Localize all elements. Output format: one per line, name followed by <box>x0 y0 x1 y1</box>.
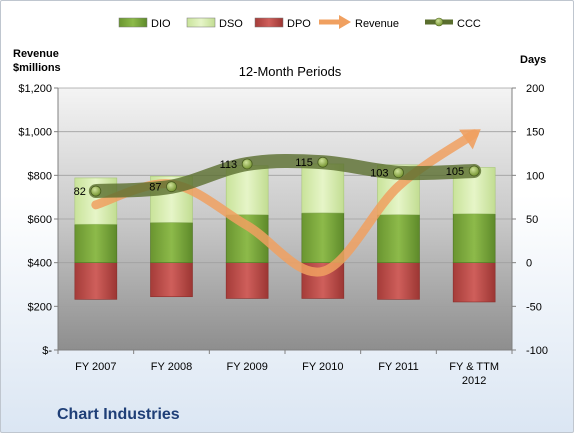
ccc-marker <box>166 181 177 193</box>
left-tick-label: $- <box>42 345 52 357</box>
legend-arrowhead-revenue <box>339 15 351 29</box>
x-tick-label: FY & TTM 2012 <box>449 361 499 387</box>
x-tick-label: FY 2010 <box>302 361 343 373</box>
revenue-arrowhead <box>459 129 481 150</box>
legend-label-dso: DSO <box>219 18 243 30</box>
right-tick-label: 0 <box>526 258 532 270</box>
ccc-marker <box>90 185 102 197</box>
right-tick-label: -100 <box>526 345 548 357</box>
ccc-data-label: 82 <box>74 186 86 198</box>
legend-swatch-dio <box>118 17 148 28</box>
ccc-marker <box>393 167 404 179</box>
dpo-bar <box>150 262 193 298</box>
chart-labels: 12-Month Periods Revenue $millions Days <box>13 48 546 79</box>
ccc-marker <box>468 165 480 177</box>
left-tick-label: $1,000 <box>18 127 52 139</box>
right-tick-label: 150 <box>526 127 544 139</box>
right-tick-label: 200 <box>526 83 544 95</box>
left-tick-label: $800 <box>28 170 52 182</box>
x-tick-label: FY 2008 <box>151 361 192 373</box>
company-name: Chart Industries <box>57 406 180 423</box>
ccc-series: 82 87 113 115 103 105 <box>74 154 482 199</box>
x-tick-label: FY 2007 <box>75 361 116 373</box>
ccc-data-label: 103 <box>370 168 388 180</box>
dpo-bar <box>452 262 496 303</box>
legend-label-dio: DIO <box>151 18 171 30</box>
left-tick-label: $600 <box>28 214 52 226</box>
left-tick-label: $200 <box>28 301 52 313</box>
right-axis-title: Days <box>520 54 546 66</box>
legend-marker-ccc <box>434 17 444 27</box>
dio-bar <box>150 222 193 263</box>
dso-bar <box>301 163 345 214</box>
chart-title: 12-Month Periods <box>239 64 342 79</box>
x-tick-label: FY 2009 <box>226 361 267 373</box>
ccc-marker <box>241 158 253 170</box>
ccc-data-label: 105 <box>446 166 464 178</box>
axes: $- $200 $400 $600 $800 $1,000 $1,200 -100 -50 0 50… <box>18 83 548 387</box>
right-tick-label: 50 <box>526 214 538 226</box>
x-tick-label: FY 2011 <box>378 361 419 373</box>
left-axis-title: Revenue $millions <box>13 48 61 74</box>
legend: DIO DSO DPO Revenue CCC <box>118 15 481 30</box>
dpo-bar <box>74 262 118 300</box>
dio-bar <box>74 223 118 263</box>
right-tick-label: -50 <box>526 301 542 313</box>
left-tick-label: $1,200 <box>18 83 52 95</box>
legend-label-dpo: DPO <box>287 18 311 30</box>
dpo-bar <box>377 262 420 300</box>
left-tick-label: $400 <box>28 258 52 270</box>
dpo-bar <box>225 262 269 299</box>
right-tick-label: 100 <box>526 170 544 182</box>
legend-swatch-dpo <box>254 17 284 28</box>
dio-bar <box>377 214 420 263</box>
legend-label-revenue: Revenue <box>355 18 399 30</box>
ccc-marker <box>317 156 329 168</box>
dio-bar <box>301 212 345 263</box>
ccc-data-label: 113 <box>220 159 238 171</box>
legend-label-ccc: CCC <box>457 18 481 30</box>
ccc-data-label: 115 <box>295 157 313 169</box>
legend-swatch-dso <box>186 17 216 28</box>
ccc-line <box>88 154 482 199</box>
ccc-data-label: 87 <box>149 182 161 194</box>
dio-bar <box>452 213 496 263</box>
